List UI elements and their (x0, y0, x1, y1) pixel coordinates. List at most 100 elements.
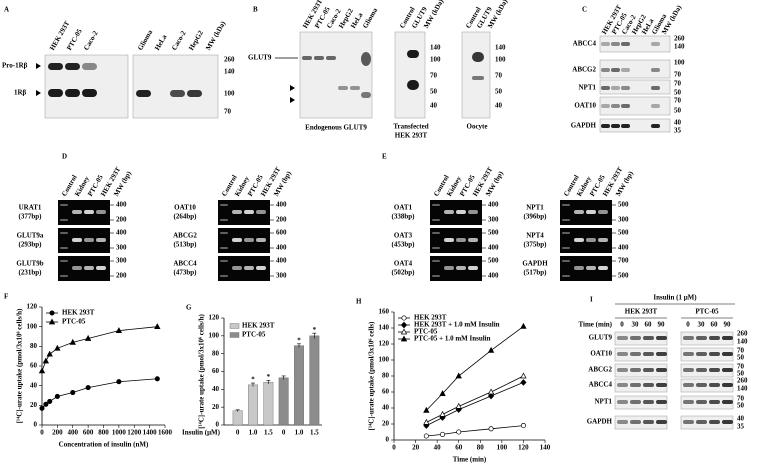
row-label: (338bp) (392, 213, 416, 221)
row-label: ABCC4 (573, 40, 597, 48)
marker (400, 335, 408, 342)
marker (423, 418, 430, 425)
x-tick-label: 0 (236, 429, 240, 437)
legend-label: HEK 293T (62, 309, 95, 317)
band (82, 89, 97, 97)
y-tick-label: 40 (382, 404, 390, 412)
mw-label: 70 (674, 80, 682, 88)
x-tick-label: 80 (477, 444, 485, 452)
band (709, 352, 720, 356)
row-label: (396bp) (524, 213, 548, 221)
band (350, 86, 360, 90)
mw-label: 70 (737, 347, 745, 355)
band (611, 86, 620, 90)
mw-label: 140 (737, 338, 748, 346)
row-label: ABCC4 (173, 260, 197, 268)
error-bar (266, 380, 271, 384)
significance-mark: * (297, 336, 301, 344)
band (630, 368, 641, 372)
band (326, 56, 336, 60)
band (444, 266, 454, 270)
x-tick-label: 40 (434, 444, 442, 452)
series-line (41, 378, 158, 409)
band (617, 400, 628, 404)
row-label: NPT1 (579, 84, 597, 92)
band (574, 210, 584, 214)
y-tick-label: 100 (379, 356, 390, 364)
legend-label: HEK 293T + 1.0 mM Insulin (414, 321, 500, 329)
significance-mark: * (251, 376, 255, 384)
time-value: 0 (620, 321, 624, 329)
band (562, 204, 570, 206)
band (468, 210, 478, 214)
marker (423, 406, 430, 413)
band (60, 275, 68, 277)
row-label: (453bp) (392, 241, 416, 249)
mw-label: 35 (674, 127, 682, 135)
time-value: 0 (686, 321, 690, 329)
row-label: OAT10 (574, 102, 596, 110)
mw-label: 100 (674, 59, 685, 67)
blot (394, 31, 426, 119)
x-tick-label: 1000 (112, 429, 127, 437)
mw-label: 140 (737, 385, 748, 393)
blot (132, 54, 219, 119)
marker (49, 310, 55, 316)
column-label: Glioma (136, 28, 154, 52)
column-label: HepG2 (187, 29, 205, 52)
panel-letter: I (590, 296, 593, 304)
blot (680, 378, 734, 393)
band (630, 420, 641, 424)
row-label: GAPDH (571, 122, 597, 130)
marker (43, 401, 49, 407)
blot (680, 363, 734, 378)
row-label: ABCG2 (572, 66, 596, 74)
mw-label: 70 (674, 71, 682, 79)
blot (599, 35, 671, 53)
band (361, 52, 371, 66)
band (256, 238, 266, 242)
panel-letter: D (62, 153, 67, 161)
marker (488, 426, 494, 432)
band (472, 76, 484, 80)
y-tick-label: 20 (382, 420, 390, 428)
marker (115, 327, 123, 333)
y-axis-label: [¹⁴C]-urate uptake (pmol/3x10⁶ cells) (368, 321, 376, 430)
time-label: Time (min) (578, 321, 612, 329)
x-tick-label: 1200 (127, 429, 142, 437)
time-value: 60 (711, 321, 719, 329)
band (472, 52, 484, 62)
band (456, 266, 466, 270)
row-label: (293bp) (19, 241, 43, 249)
row-label: (264bp) (174, 213, 198, 221)
mw-label: 400 (276, 257, 287, 265)
band (187, 90, 202, 97)
bar (309, 335, 320, 426)
x-tick-label: 600 (83, 429, 94, 437)
band (220, 232, 228, 234)
band (709, 368, 720, 372)
mw-label: 500 (618, 272, 629, 280)
mw-label: 600 (276, 229, 287, 237)
band (656, 400, 667, 404)
mw-label: 100 (495, 56, 506, 64)
time-value: 90 (658, 321, 666, 329)
band (136, 90, 151, 97)
band (722, 400, 733, 404)
y-axis-label: [¹⁴C]-urate uptake (pmol/3x10⁶ cells/h) (198, 314, 206, 429)
mw-label: 70 (737, 395, 745, 403)
column-label: Glioma (361, 6, 379, 30)
arrow (290, 97, 295, 103)
time-value: 60 (645, 321, 653, 329)
band (96, 266, 106, 270)
band (722, 383, 733, 387)
mw-label: 400 (618, 244, 629, 252)
mw-label: 500 (618, 229, 629, 237)
mw-label: 50 (674, 89, 682, 97)
bar (232, 410, 243, 426)
y-tick-label: 140 (379, 324, 390, 332)
mw-label: 50 (737, 402, 745, 410)
band (220, 260, 228, 262)
mw-label: 400 (488, 244, 499, 252)
marker (69, 338, 76, 345)
